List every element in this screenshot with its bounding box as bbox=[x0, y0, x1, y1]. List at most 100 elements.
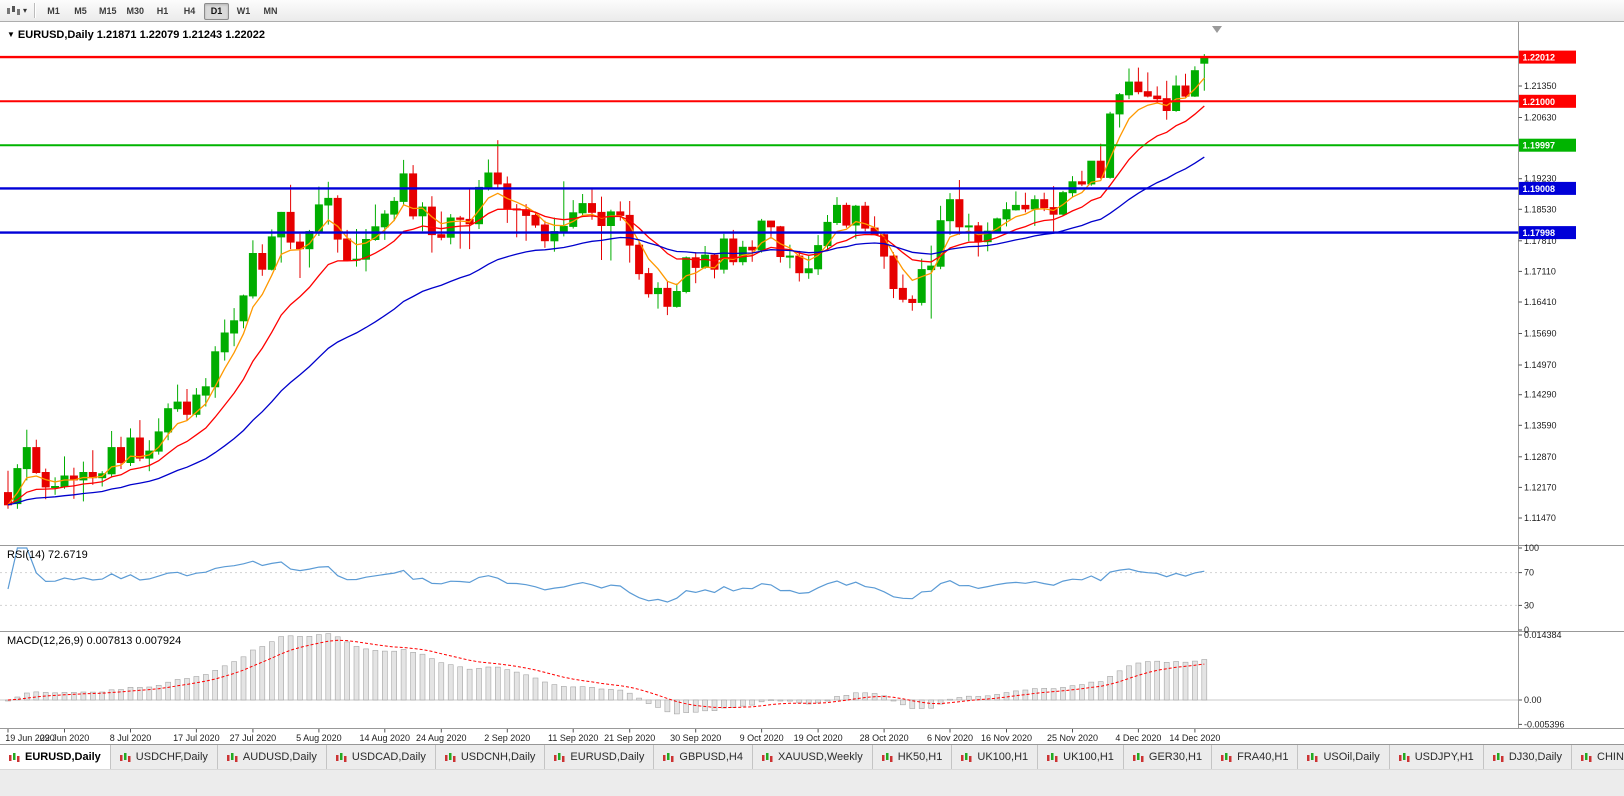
timeframe-button-h1[interactable]: H1 bbox=[150, 3, 175, 20]
candle bbox=[51, 486, 60, 488]
price-axis-label: 1.13590 bbox=[1524, 420, 1557, 430]
macd-histogram-bar bbox=[297, 636, 303, 701]
candle bbox=[983, 230, 992, 243]
candle bbox=[955, 199, 964, 228]
macd-histogram-bar bbox=[881, 695, 887, 701]
macd-histogram-bar bbox=[99, 691, 105, 701]
price-shift-marker[interactable] bbox=[1212, 26, 1222, 33]
timeframe-button-m30[interactable]: M30 bbox=[123, 3, 149, 20]
candle bbox=[1115, 94, 1124, 115]
timeframe-button-mn[interactable]: MN bbox=[258, 3, 283, 20]
macd-histogram-bar bbox=[787, 699, 793, 702]
timeframe-button-h4[interactable]: H4 bbox=[177, 3, 202, 20]
macd-histogram-bar bbox=[259, 646, 266, 701]
macd-histogram-bar bbox=[316, 634, 322, 701]
macd-histogram-bar bbox=[71, 692, 77, 701]
candle bbox=[1002, 209, 1011, 220]
macd-histogram-bar bbox=[90, 691, 96, 701]
chart-tab-usdcnh-daily[interactable]: USDCNH,Daily bbox=[435, 745, 546, 769]
candle bbox=[908, 298, 917, 303]
macd-histogram-bar bbox=[692, 699, 699, 713]
toolbar-separator bbox=[34, 3, 36, 18]
price-badge-label: 1.19997 bbox=[1523, 141, 1556, 151]
macd-histogram-bar bbox=[410, 651, 416, 701]
chart-tab-gbpusd-h4[interactable]: GBPUSD,H4 bbox=[654, 745, 753, 769]
timeframe-button-m5[interactable]: M5 bbox=[68, 3, 93, 20]
chart-tab-audusd-daily[interactable]: AUDUSD,Daily bbox=[217, 745, 327, 769]
macd-histogram-bar bbox=[494, 666, 501, 701]
macd-histogram-bar bbox=[890, 699, 897, 702]
chart-tab-dj30-daily[interactable]: DJ30,Daily bbox=[1483, 745, 1572, 769]
macd-histogram-bar bbox=[1079, 684, 1085, 701]
timeframe-button-m15[interactable]: M15 bbox=[95, 3, 121, 20]
chart-canvas[interactable]: 1.21350 1.20630 1.19230 1.18530 1.17810 1.171… bbox=[0, 22, 1624, 744]
chart-tab-usdjpy-h1[interactable]: USDJPY,H1 bbox=[1389, 745, 1484, 769]
chart-tab-xauusd-weekly[interactable]: XAUUSD,Weekly bbox=[752, 745, 873, 769]
candle bbox=[748, 246, 757, 251]
time-axis-label: 6 Nov 2020 bbox=[927, 733, 973, 743]
candle bbox=[484, 172, 493, 188]
chart-tab-fra40-h1[interactable]: FRA40,H1 bbox=[1212, 745, 1299, 769]
macd-histogram-bar bbox=[14, 696, 21, 701]
chart-tab-china300-h1[interactable]: CHINA300,H1 bbox=[1572, 745, 1624, 769]
candle bbox=[785, 255, 794, 258]
macd-histogram-bar bbox=[805, 699, 812, 705]
macd-histogram-bar bbox=[1192, 660, 1198, 701]
macd-histogram-bar bbox=[344, 641, 350, 701]
macd-histogram-bar bbox=[711, 699, 718, 711]
chart-tab-usoil-daily[interactable]: USOil,Daily bbox=[1298, 745, 1390, 769]
time-axis-label: 21 Sep 2020 bbox=[604, 733, 655, 743]
candle bbox=[362, 239, 370, 260]
macd-histogram-bar bbox=[956, 697, 963, 701]
macd-histogram-bar bbox=[796, 699, 803, 704]
macd-histogram-bar bbox=[937, 699, 944, 705]
macd-histogram-layer bbox=[5, 633, 1208, 715]
chart-tab-eurusd-daily[interactable]: EURUSD,Daily bbox=[0, 745, 111, 769]
price-badge bbox=[1519, 181, 1576, 195]
time-axis-label: 9 Oct 2020 bbox=[740, 733, 784, 743]
macd-histogram-bar bbox=[777, 699, 784, 702]
chart-tab-uk100-h1[interactable]: UK100,H1 bbox=[1038, 745, 1124, 769]
chart-tab-ger30-h1[interactable]: GER30,H1 bbox=[1123, 745, 1213, 769]
candle bbox=[183, 401, 191, 415]
candles-layer bbox=[4, 54, 1209, 509]
tab-chart-icon bbox=[226, 752, 238, 762]
tab-chart-icon bbox=[1398, 752, 1410, 762]
chart-tab-eurusd-daily[interactable]: EURUSD,Daily bbox=[545, 745, 655, 769]
macd-histogram-bar bbox=[513, 671, 520, 701]
candle bbox=[493, 172, 502, 185]
candle bbox=[1096, 160, 1105, 178]
macd-histogram-bar bbox=[306, 635, 313, 701]
chart-tab-usdcad-daily[interactable]: USDCAD,Daily bbox=[326, 745, 436, 769]
macd-histogram-bar bbox=[645, 699, 652, 704]
timeframe-button-d1[interactable]: D1 bbox=[204, 2, 230, 20]
price-axis-label: 1.15690 bbox=[1524, 329, 1557, 339]
macd-histogram-bar bbox=[1088, 681, 1095, 701]
chart-tab-uk100-h1[interactable]: UK100,H1 bbox=[952, 745, 1039, 769]
candle bbox=[126, 437, 135, 463]
chart-tab-hk50-h1[interactable]: HK50,H1 bbox=[872, 745, 953, 769]
candle bbox=[258, 253, 267, 270]
time-axis-label: 19 Jun 2020 bbox=[5, 733, 55, 743]
timeframe-button-m1[interactable]: M1 bbox=[41, 3, 66, 20]
candle bbox=[79, 472, 88, 481]
macd-histogram-bar bbox=[137, 687, 143, 701]
macd-histogram-bar bbox=[739, 699, 746, 707]
macd-histogram-bar bbox=[617, 689, 624, 701]
chart-tool-button[interactable]: ▾ bbox=[4, 3, 29, 18]
candle bbox=[437, 234, 446, 238]
price-badge bbox=[1519, 50, 1576, 64]
candle bbox=[616, 211, 625, 216]
macd-histogram-bar bbox=[429, 658, 435, 701]
chart-tab-usdchf-daily[interactable]: USDCHF,Daily bbox=[110, 745, 218, 769]
timeframe-button-w1[interactable]: W1 bbox=[231, 3, 256, 20]
macd-histogram-bar bbox=[749, 699, 756, 706]
macd-histogram-bar bbox=[391, 650, 398, 701]
time-axis-label: 28 Oct 2020 bbox=[860, 733, 909, 743]
candle bbox=[22, 447, 31, 470]
time-axis-label: 30 Sep 2020 bbox=[670, 733, 721, 743]
macd-histogram-bar bbox=[1069, 685, 1076, 701]
macd-histogram-bar bbox=[80, 691, 87, 701]
candle bbox=[296, 241, 304, 250]
time-axis-label: 25 Nov 2020 bbox=[1047, 733, 1098, 743]
